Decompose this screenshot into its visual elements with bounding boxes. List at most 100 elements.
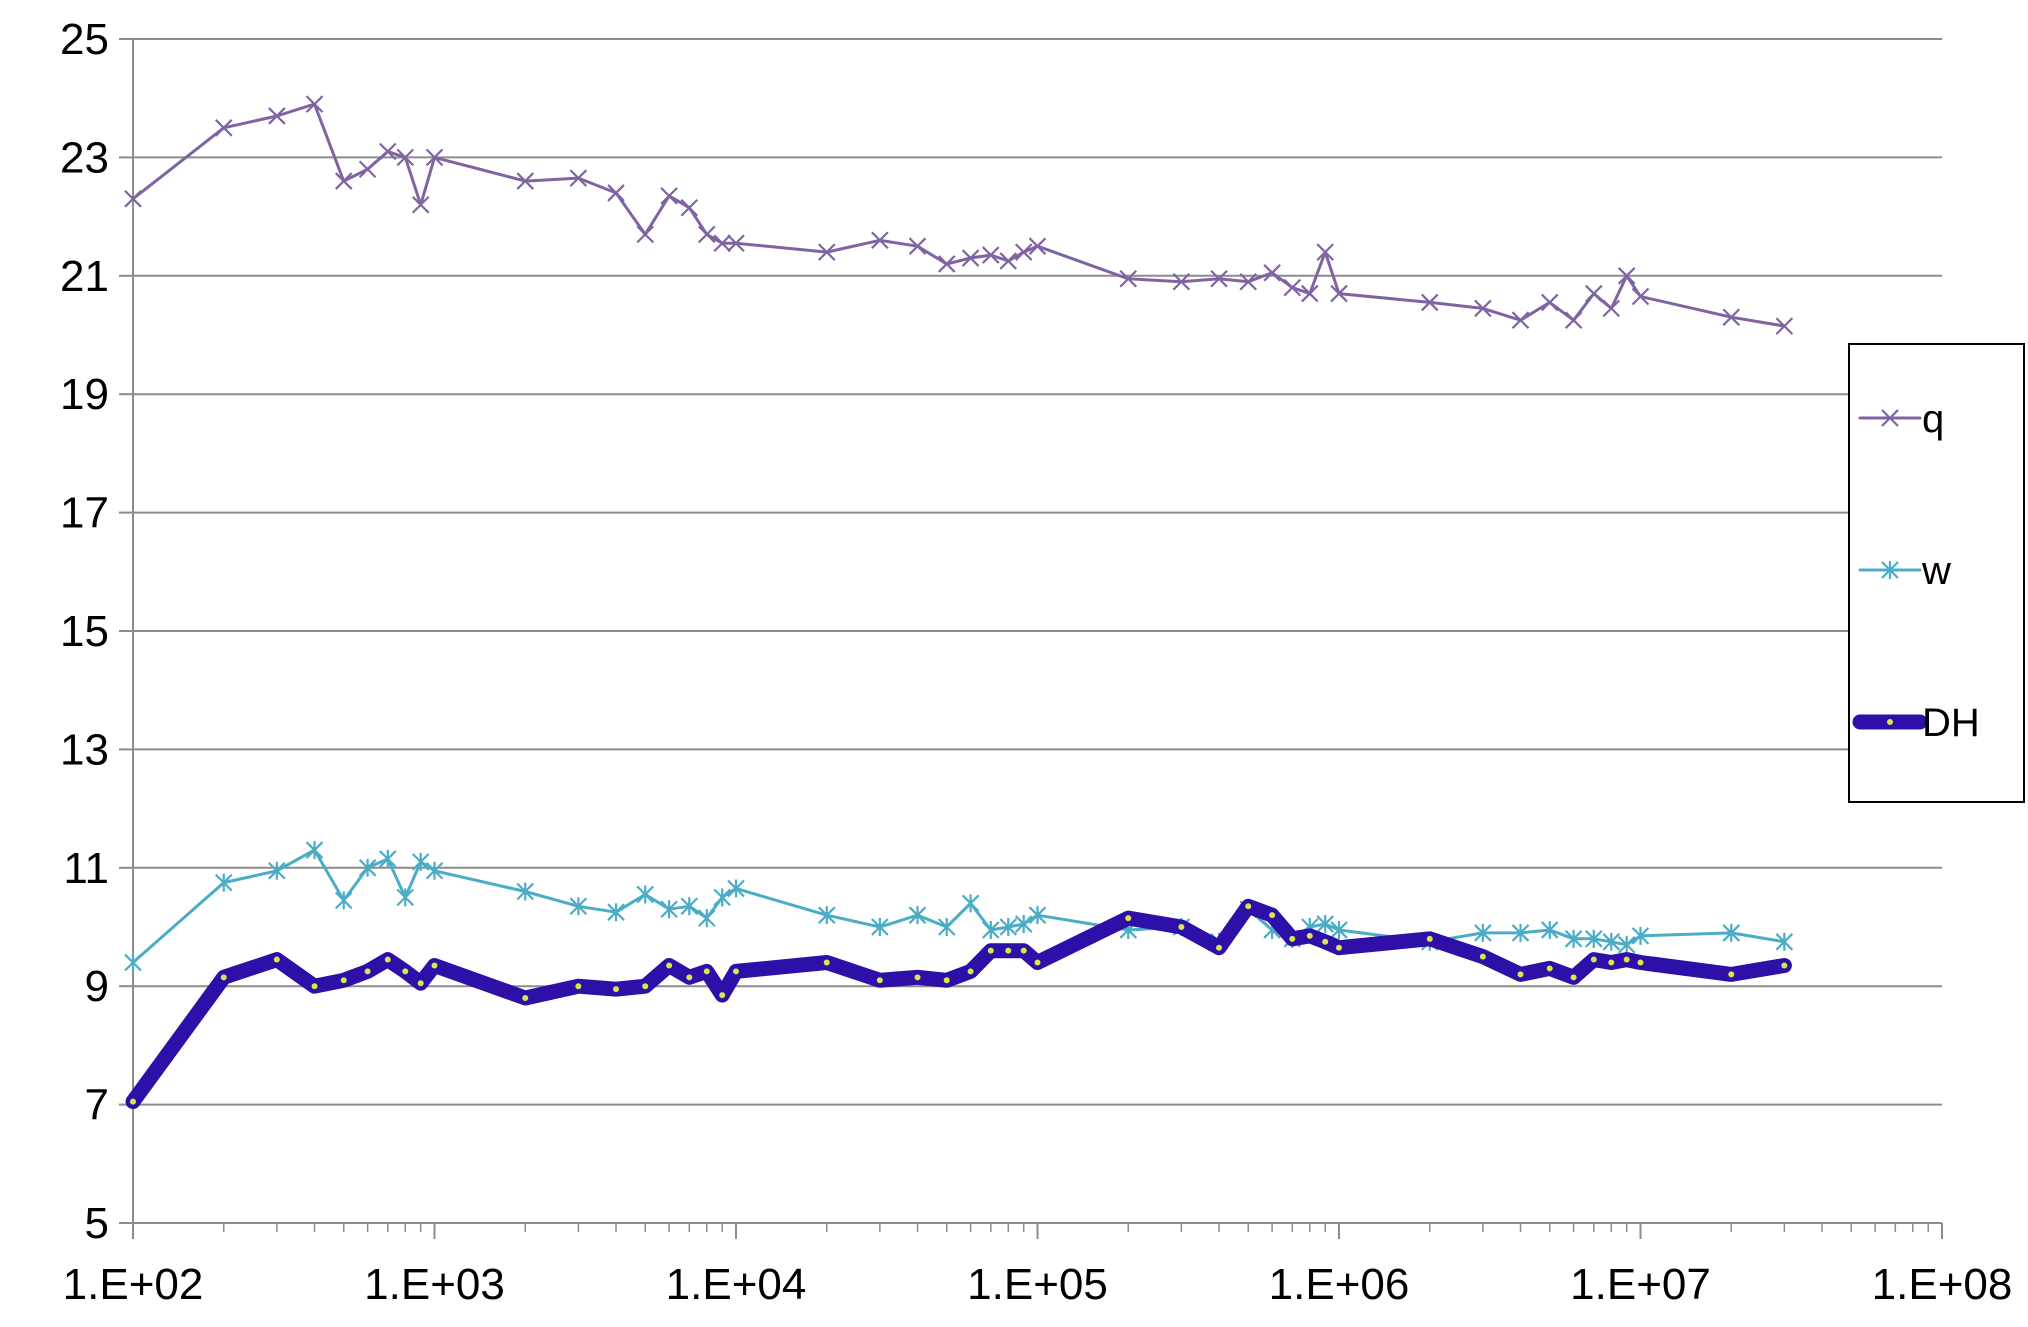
data-point-DH (1570, 974, 1577, 981)
x-tick-label: 1.E+06 (1269, 1260, 1410, 1309)
data-point-DH (876, 977, 883, 984)
data-point-DH (364, 968, 371, 975)
data-point-DH (733, 968, 739, 975)
data-point-w (961, 894, 980, 913)
data-point-q (1602, 299, 1621, 318)
data-point-q (379, 142, 397, 161)
data-point-q (1239, 272, 1258, 291)
data-point-w (411, 852, 430, 871)
x-tick-label: 1.E+08 (1872, 1260, 2013, 1309)
data-point-q (937, 255, 956, 273)
data-point-DH (384, 956, 391, 963)
data-point-q (908, 237, 927, 255)
data-point-w (607, 903, 625, 922)
data-point-w (1585, 929, 1603, 948)
legend-item-q: q (1858, 397, 1944, 441)
y-tick-label: 13 (60, 725, 109, 774)
data-point-DH (1781, 962, 1788, 969)
data-point-q (1014, 243, 1033, 261)
data-point-q (214, 119, 233, 137)
data-point-q (1540, 293, 1559, 312)
data-point-w (817, 906, 836, 925)
data-point-q (1210, 269, 1228, 288)
data-point-w (660, 900, 678, 919)
data-point-DH (417, 980, 424, 987)
data-point-q (1330, 284, 1348, 303)
data-point-w (214, 873, 233, 892)
series-line-q (131, 102, 1786, 328)
data-point-q (680, 198, 699, 217)
data-point-w (713, 888, 731, 907)
data-point-q (999, 252, 1018, 270)
data-point-q (1474, 299, 1492, 318)
data-point-w (268, 861, 286, 880)
gridlines (133, 38, 1942, 1106)
data-point-q (817, 243, 836, 261)
y-tick-label: 23 (60, 133, 109, 182)
y-tick-label: 21 (60, 252, 109, 301)
legend-box (1848, 343, 2025, 803)
data-point-w (937, 918, 956, 936)
data-point-DH (1336, 944, 1342, 951)
data-point-q (1301, 284, 1319, 303)
data-point-q (607, 184, 625, 202)
series-w (124, 841, 1794, 972)
data-point-w (871, 918, 889, 936)
y-tick-label: 9 (85, 962, 109, 1011)
data-point-q (982, 246, 1000, 264)
legend: q w DH (1848, 343, 2025, 803)
data-point-w (1631, 926, 1650, 945)
data-point-DH (686, 974, 693, 981)
x-axis-tick-labels: 1.E+02 1.E+03 1.E+04 1.E+05 1.E+06 1.E+07 1.E+… (63, 1260, 2013, 1309)
data-point-w (1617, 935, 1636, 954)
series-layer (124, 95, 1794, 1110)
legend-label-q: q (1922, 397, 1944, 441)
data-point-w (305, 841, 324, 860)
data-point-DH (130, 1098, 136, 1105)
data-point-DH (823, 959, 830, 966)
data-point-q (1316, 243, 1334, 261)
data-point-DH (1306, 932, 1313, 939)
data-point-q (871, 231, 889, 250)
data-point-w (379, 849, 397, 868)
data-point-w (1474, 923, 1492, 942)
data-point-q (1617, 267, 1636, 285)
data-point-q (1722, 308, 1741, 327)
data-point-w (636, 885, 655, 904)
data-point-w (516, 882, 535, 901)
data-point-w (727, 879, 745, 898)
data-point-DH (703, 968, 710, 975)
legend-marker-q (1881, 409, 1899, 427)
data-point-q (961, 249, 980, 267)
data-point-DH (220, 974, 227, 981)
data-point-q (1263, 264, 1281, 282)
data-point-w (1316, 915, 1334, 934)
legend-item-w: w (1858, 549, 1951, 593)
data-point-q (1283, 278, 1302, 297)
data-point-q (1420, 293, 1439, 312)
data-point-DH (1020, 947, 1027, 954)
data-point-DH (1005, 947, 1012, 954)
data-point-w (1028, 906, 1047, 925)
data-point-w (1014, 915, 1033, 934)
data-point-q (1172, 272, 1191, 291)
data-point-w (1540, 920, 1559, 939)
x-tick-label: 1.E+04 (666, 1260, 807, 1309)
data-point-DH (1322, 938, 1329, 945)
x-tick-label: 1.E+05 (967, 1260, 1108, 1309)
data-point-DH (311, 983, 318, 990)
data-point-w (1330, 920, 1348, 939)
data-point-q (1585, 284, 1603, 303)
data-point-DH (642, 983, 649, 990)
data-point-q (358, 160, 377, 179)
data-point-q (1564, 311, 1583, 329)
data-point-w (1564, 929, 1583, 948)
series-DH (125, 898, 1792, 1110)
data-point-q (305, 95, 324, 113)
data-point-DH (431, 962, 438, 969)
data-point-q (268, 107, 286, 125)
data-point-DH (967, 968, 974, 975)
data-point-w (908, 906, 927, 925)
data-point-DH (987, 947, 994, 954)
data-point-DH (666, 962, 673, 969)
